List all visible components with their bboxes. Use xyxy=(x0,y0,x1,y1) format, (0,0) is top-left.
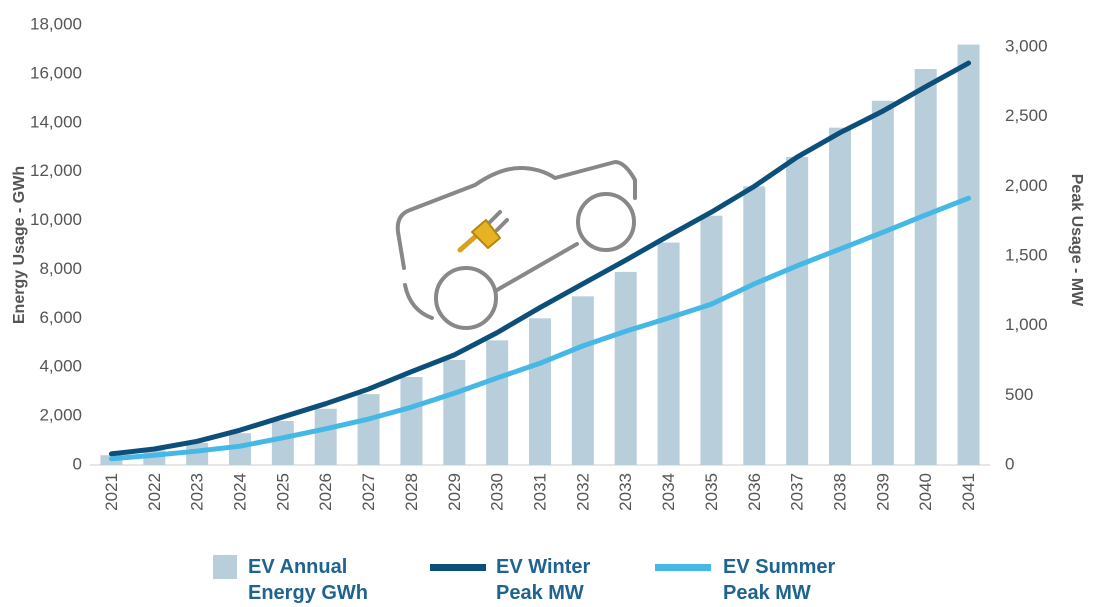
y-tick-label: 4,000 xyxy=(39,357,82,376)
x-tick-label: 2036 xyxy=(745,473,764,511)
line xyxy=(108,60,972,457)
line xyxy=(108,195,972,462)
bar xyxy=(743,186,766,466)
bar xyxy=(443,359,466,465)
bar xyxy=(957,44,980,466)
legend-swatch xyxy=(213,555,237,579)
x-tick-label: 2026 xyxy=(316,473,335,511)
x-tick-label: 2032 xyxy=(573,473,592,511)
bar xyxy=(914,69,937,465)
bar xyxy=(786,157,809,465)
y2-tick-label: 1,500 xyxy=(1005,245,1048,264)
x-tick-label: 2028 xyxy=(402,473,421,511)
y-tick-label: 10,000 xyxy=(30,210,82,229)
x-tick-label: 2030 xyxy=(488,473,507,511)
x-tick-label: 2023 xyxy=(188,473,207,511)
y-axis-title: Energy Usage - GWh xyxy=(11,166,28,324)
x-tick-label: 2035 xyxy=(702,473,721,511)
legend-label: EV Winter Peak MW xyxy=(496,556,591,604)
bar xyxy=(529,318,551,465)
y2-tick-label: 3,000 xyxy=(1005,36,1048,55)
y-tick-label: 12,000 xyxy=(30,161,82,180)
x-tick-label: 2024 xyxy=(230,473,249,511)
x-tick-label: 2027 xyxy=(359,473,378,511)
x-tick-label: 2039 xyxy=(873,473,892,511)
y-tick-label: 16,000 xyxy=(30,63,82,82)
bar xyxy=(614,271,637,465)
y2-tick-label: 500 xyxy=(1005,385,1033,404)
bar xyxy=(271,421,294,465)
bar xyxy=(486,340,509,465)
y-tick-label: 18,000 xyxy=(30,14,82,33)
y-tick-label: 14,000 xyxy=(30,112,82,131)
y2-tick-label: 1,000 xyxy=(1005,315,1048,334)
x-tick-label: 2040 xyxy=(916,473,935,511)
y2-tick-label: 2,000 xyxy=(1005,176,1048,195)
y2-tick-label: 2,500 xyxy=(1005,106,1048,125)
x-tick-label: 2037 xyxy=(788,473,807,511)
y-tick-label: 0 xyxy=(73,454,82,473)
legend-swatch xyxy=(430,564,486,571)
bar xyxy=(357,394,380,465)
bar xyxy=(700,215,723,465)
x-tick-label: 2038 xyxy=(830,473,849,511)
y-tick-label: 8,000 xyxy=(39,259,82,278)
legend-label: EV Annual Energy GWh xyxy=(248,556,369,604)
bar xyxy=(571,296,594,465)
bar xyxy=(400,377,423,465)
x-tick-label: 2029 xyxy=(445,473,464,511)
y2-tick-label: 0 xyxy=(1005,454,1014,473)
car-icon xyxy=(395,160,637,330)
bar xyxy=(657,242,680,465)
legend-label: EV Summer Peak MW xyxy=(723,556,836,604)
bar xyxy=(314,408,337,465)
bar xyxy=(871,100,894,466)
x-tick-label: 2025 xyxy=(273,473,292,511)
x-tick-label: 2033 xyxy=(616,473,635,511)
y2-axis-title: Peak Usage - MW xyxy=(1068,174,1085,307)
bar xyxy=(229,433,251,465)
x-tick-label: 2041 xyxy=(959,473,978,511)
y-tick-label: 2,000 xyxy=(39,406,82,425)
x-tick-label: 2022 xyxy=(145,473,164,511)
bar xyxy=(829,127,851,466)
y-tick-label: 6,000 xyxy=(39,308,82,327)
bars xyxy=(100,44,980,466)
legend-swatch xyxy=(655,564,711,571)
x-tick-label: 2034 xyxy=(659,473,678,511)
x-tick-label: 2031 xyxy=(530,473,549,511)
x-tick-label: 2021 xyxy=(102,473,121,511)
